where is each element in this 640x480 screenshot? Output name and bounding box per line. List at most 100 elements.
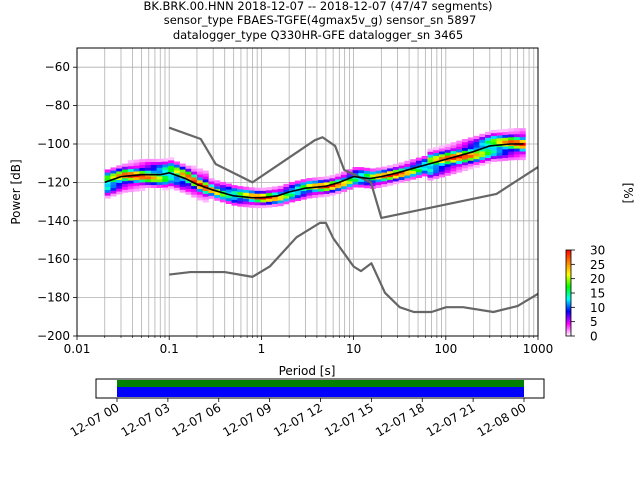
psd-cell — [450, 153, 457, 157]
psd-cell — [462, 153, 469, 157]
psd-cell — [237, 191, 244, 196]
psd-cell — [294, 186, 301, 190]
psd-cell — [421, 158, 428, 163]
plot-frame — [76, 47, 539, 337]
psd-cell — [139, 185, 146, 189]
psd-cell — [127, 165, 134, 170]
psd-cell — [473, 153, 480, 157]
psd-cell — [473, 141, 480, 145]
psd-cell — [145, 167, 152, 171]
psd-cell — [398, 165, 405, 169]
psd-cell — [341, 171, 348, 175]
psd-cell — [312, 194, 319, 198]
psd-cell — [444, 169, 451, 173]
psd-cell — [346, 169, 353, 173]
psd-cell — [173, 173, 180, 177]
psd-cell — [225, 200, 232, 204]
psd-cell — [139, 164, 146, 169]
psd-cell — [375, 184, 382, 188]
psd-cell — [283, 201, 290, 205]
psd-cell — [225, 186, 232, 190]
psd-cell — [133, 165, 140, 169]
psd-cell — [168, 183, 175, 187]
psd-cell — [462, 156, 469, 160]
psd-cell — [179, 183, 186, 187]
colorbar-label: [%] — [621, 183, 635, 204]
psd-cell — [502, 140, 509, 144]
psd-cell — [485, 140, 492, 144]
psd-cell — [271, 192, 278, 196]
psd-cell — [266, 201, 273, 205]
psd-cell — [196, 191, 204, 195]
psd-cell — [433, 172, 440, 177]
psd-cell — [519, 136, 526, 140]
psd-cell — [433, 158, 440, 162]
psd-cell — [387, 176, 394, 180]
psd-cell — [185, 171, 192, 175]
title-line-3: datalogger_type Q330HR-GFE datalogger_sn… — [173, 28, 463, 42]
psd-cell — [116, 179, 123, 183]
psd-cell — [502, 134, 509, 138]
psd-cell — [427, 148, 434, 152]
psd-cell — [323, 190, 330, 194]
psd-cell — [335, 176, 342, 180]
psd-cell — [306, 177, 313, 182]
psd-cell — [139, 159, 146, 163]
psd-cell — [490, 138, 497, 142]
psd-cell — [150, 158, 157, 163]
psd-cell — [168, 157, 175, 161]
psd-cell — [312, 191, 319, 196]
psd-cell — [208, 195, 215, 199]
psd-cell — [415, 174, 422, 179]
psd-cell — [433, 147, 440, 151]
psd-cell — [150, 161, 157, 165]
psd-cell — [421, 161, 428, 165]
psd-cell — [329, 192, 336, 196]
colorbar-tick-label: 0 — [590, 330, 598, 344]
psd-cell — [185, 188, 192, 192]
psd-cell — [433, 161, 440, 165]
psd-cell — [202, 184, 209, 189]
psd-cell — [502, 146, 509, 150]
psd-cell — [220, 181, 227, 186]
psd-cell — [162, 184, 169, 188]
psd-cell — [329, 180, 336, 185]
psd-cell — [277, 203, 284, 207]
psd-cell — [479, 148, 486, 152]
psd-cell — [462, 150, 469, 154]
psd-cell — [225, 183, 232, 187]
psd-cell — [300, 193, 307, 197]
psd-cell — [462, 147, 469, 151]
psd-cell — [162, 164, 169, 168]
psd-coverage-bar — [117, 387, 524, 397]
x-tick-label: 10 — [346, 342, 361, 356]
psd-cell — [289, 187, 296, 191]
psd-cell — [323, 193, 330, 197]
psd-cell — [237, 186, 244, 190]
psd-cell — [116, 171, 123, 175]
psd-cell — [410, 162, 417, 166]
psd-cell — [444, 146, 451, 150]
psd-cell — [156, 164, 163, 168]
psd-cell — [317, 179, 325, 183]
psd-cell — [323, 176, 330, 180]
psd-cell — [450, 142, 457, 146]
psd-cell — [104, 180, 111, 185]
psd-cell — [202, 187, 209, 191]
psd-cell — [450, 150, 457, 155]
psd-cell — [196, 168, 204, 172]
y-tick-label: −140 — [37, 214, 70, 228]
psd-cell — [300, 187, 307, 192]
psd-cell — [243, 189, 250, 193]
psd-cell — [508, 137, 515, 141]
psd-cell — [473, 138, 480, 142]
time-tick-label: 12-07 21 — [424, 400, 478, 439]
psd-cell — [490, 155, 497, 160]
psd-cell — [456, 169, 463, 173]
psd-cell — [196, 182, 204, 187]
psd-cell — [185, 180, 192, 184]
psd-cell — [485, 146, 492, 150]
psd-cell — [133, 176, 140, 181]
y-tick-label: −120 — [37, 175, 70, 189]
x-tick-label: 1 — [258, 342, 266, 356]
